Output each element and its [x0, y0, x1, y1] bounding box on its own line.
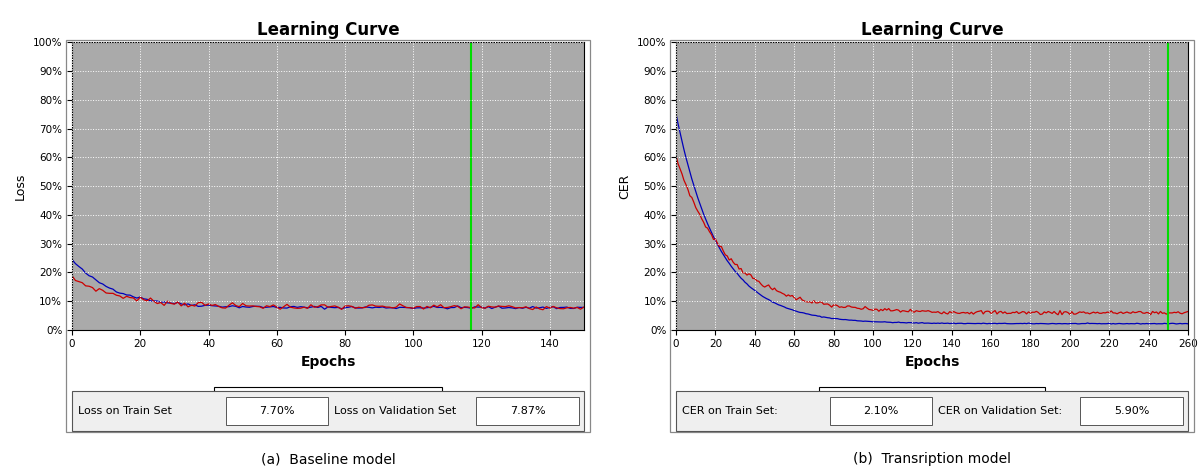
CER Train	[668, 111, 683, 117]
Text: 2.10%: 2.10%	[863, 406, 899, 416]
CER Train	[708, 237, 722, 243]
Line: Loss Validation: Loss Validation	[72, 276, 584, 310]
Loss Train	[317, 306, 331, 312]
Loss Train	[392, 305, 407, 310]
Legend: Loss Train, Loss Validation: Loss Train, Loss Validation	[214, 387, 443, 406]
Text: CER on Validation Set:: CER on Validation Set:	[938, 406, 1062, 416]
Line: CER Validation: CER Validation	[676, 155, 1188, 315]
X-axis label: Epochs: Epochs	[300, 355, 355, 369]
CER Train	[1181, 321, 1195, 327]
Text: (a)  Baseline model: (a) Baseline model	[260, 452, 395, 466]
Y-axis label: CER: CER	[618, 173, 631, 199]
CER Train	[1106, 321, 1121, 326]
Y-axis label: Loss: Loss	[14, 172, 28, 200]
CER Train	[935, 320, 949, 326]
Loss Validation	[577, 304, 592, 310]
CER Validation	[1108, 310, 1122, 316]
Text: CER on Train Set:: CER on Train Set:	[682, 406, 778, 416]
Text: 5.90%: 5.90%	[1114, 406, 1150, 416]
CER Validation	[668, 153, 683, 158]
Loss Validation	[570, 305, 584, 310]
CER Validation	[935, 311, 949, 317]
CER Validation	[846, 304, 860, 310]
X-axis label: Epochs: Epochs	[905, 355, 960, 369]
Loss Validation	[376, 303, 390, 309]
Text: 7.87%: 7.87%	[510, 406, 546, 416]
Loss Train	[577, 305, 592, 310]
CER Validation	[1051, 312, 1066, 317]
Loss Validation	[535, 307, 550, 313]
CER Train	[846, 317, 860, 323]
Loss Train	[246, 304, 260, 309]
Loss Train	[379, 305, 394, 311]
Text: Loss on Validation Set: Loss on Validation Set	[334, 406, 456, 416]
Loss Train	[314, 304, 329, 309]
Text: Loss on Train Set: Loss on Train Set	[78, 406, 172, 416]
Loss Train	[426, 303, 440, 309]
Loss Validation	[65, 273, 79, 278]
Loss Validation	[424, 305, 438, 311]
CER Validation	[858, 304, 872, 309]
CER Validation	[708, 236, 722, 242]
Text: (b)  Transription model: (b) Transription model	[853, 452, 1012, 466]
Title: Learning Curve: Learning Curve	[257, 22, 400, 40]
Text: 7.70%: 7.70%	[259, 406, 294, 416]
CER Validation	[701, 225, 715, 231]
Loss Train	[570, 304, 584, 310]
CER Train	[1134, 321, 1148, 327]
CER Train	[701, 221, 715, 227]
Loss Validation	[389, 304, 403, 310]
Line: CER Train: CER Train	[676, 114, 1188, 324]
Line: Loss Train: Loss Train	[72, 260, 584, 309]
Legend: CER Train, CER Validation: CER Train, CER Validation	[820, 387, 1045, 406]
Loss Validation	[246, 303, 260, 309]
Title: Learning Curve: Learning Curve	[860, 22, 1003, 40]
Loss Train	[65, 257, 79, 262]
Loss Validation	[314, 302, 329, 308]
CER Validation	[1181, 309, 1195, 314]
CER Train	[858, 318, 872, 324]
